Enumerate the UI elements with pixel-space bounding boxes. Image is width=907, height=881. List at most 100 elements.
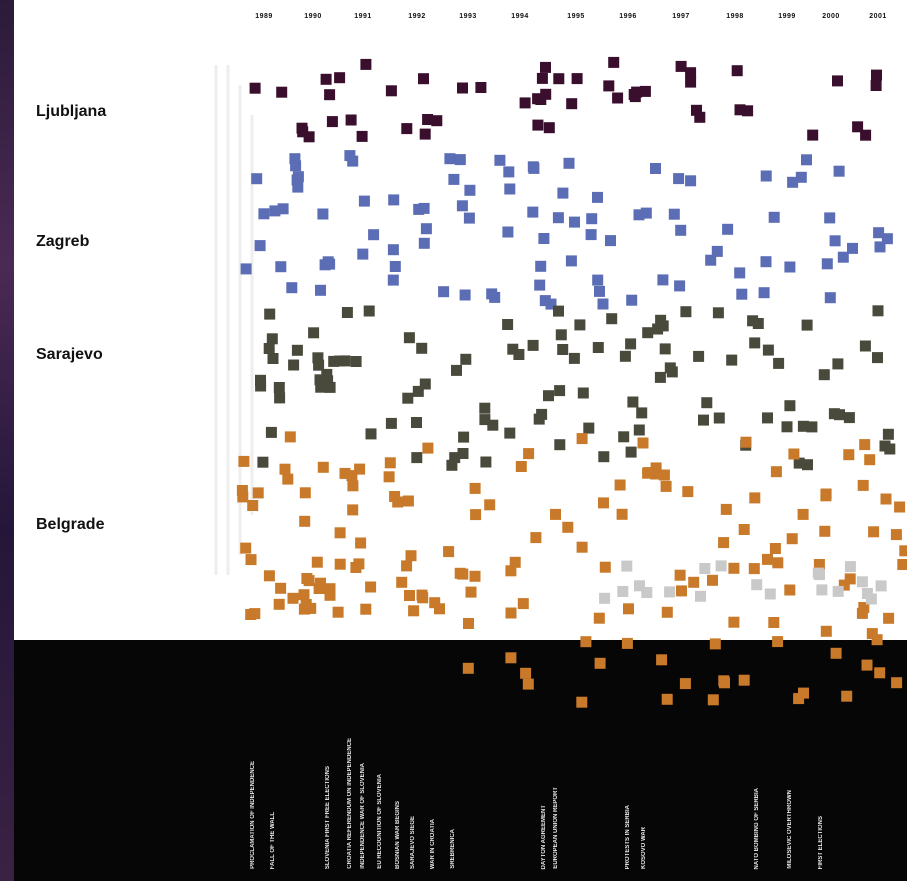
data-square-belgrade xyxy=(658,469,670,481)
data-square-belgrade xyxy=(443,546,455,558)
data-square-ljubljana xyxy=(418,73,429,85)
data-square-sarajevo xyxy=(625,338,637,350)
data-square-zagreb xyxy=(463,212,475,224)
data-square-belgrade xyxy=(728,562,740,574)
year-tick-label: 1991 xyxy=(354,13,372,20)
data-square-zagreb xyxy=(565,255,577,267)
data-square-belgrade xyxy=(637,437,649,449)
data-square-ljubljana xyxy=(734,104,746,116)
year-tick-label: 1996 xyxy=(619,13,637,20)
data-square-sarajevo xyxy=(884,443,896,455)
year-tick-label: 1992 xyxy=(408,13,426,20)
data-square-zagreb xyxy=(358,195,370,207)
data-square-belgrade xyxy=(402,495,414,507)
data-square-zagreb xyxy=(760,170,772,182)
data-square-sarajevo xyxy=(527,339,539,351)
data-square-zagreb xyxy=(277,203,289,215)
data-square-zagreb xyxy=(594,285,605,297)
data-square-zagreb xyxy=(322,256,334,268)
data-square-other xyxy=(861,588,873,599)
data-square-belgrade xyxy=(347,480,359,492)
data-square-other xyxy=(641,587,653,598)
data-square-belgrade xyxy=(838,579,850,591)
year-tick-label: 1989 xyxy=(255,13,273,20)
data-square-belgrade xyxy=(275,582,287,594)
data-square-zagreb xyxy=(801,154,812,166)
data-square-sarajevo xyxy=(654,371,666,383)
data-square-sarajevo xyxy=(606,313,618,325)
data-square-other xyxy=(617,586,629,597)
data-square-ljubljana xyxy=(694,111,706,123)
data-square-sarajevo xyxy=(363,305,375,317)
year-tick-label: 1994 xyxy=(511,13,529,20)
data-square-sarajevo xyxy=(625,446,637,458)
data-square-ljubljana xyxy=(685,67,697,79)
data-square-belgrade xyxy=(360,603,372,615)
data-square-belgrade xyxy=(346,470,358,482)
data-square-zagreb xyxy=(668,208,680,220)
data-square-zagreb xyxy=(448,173,460,185)
data-square-zagreb xyxy=(418,202,430,214)
data-square-sarajevo xyxy=(313,359,325,371)
data-square-sarajevo xyxy=(513,349,525,360)
data-square-ljubljana xyxy=(742,105,754,117)
data-square-ljubljana xyxy=(691,104,702,116)
data-square-sarajevo xyxy=(843,412,855,424)
data-square-belgrade xyxy=(299,515,311,527)
data-square-sarajevo xyxy=(832,358,844,370)
data-square-ljubljana xyxy=(334,72,346,84)
data-square-belgrade xyxy=(897,559,907,570)
events-panel xyxy=(14,640,907,881)
data-square-zagreb xyxy=(504,183,516,195)
data-square-zagreb xyxy=(387,274,399,286)
data-square-zagreb xyxy=(486,288,498,300)
data-square-sarajevo xyxy=(652,323,664,335)
data-square-ljubljana xyxy=(475,82,487,93)
data-square-sarajevo xyxy=(255,374,266,386)
data-square-sarajevo xyxy=(291,344,303,356)
data-square-sarajevo xyxy=(480,456,492,468)
data-square-sarajevo xyxy=(267,353,279,364)
data-square-other xyxy=(764,588,776,600)
data-square-sarajevo xyxy=(479,414,491,426)
data-square-sarajevo xyxy=(264,308,276,320)
data-square-sarajevo xyxy=(324,381,336,393)
data-square-ljubljana xyxy=(385,85,397,97)
data-square-zagreb xyxy=(569,216,580,228)
data-square-sarajevo xyxy=(479,402,491,414)
data-square-ljubljana xyxy=(731,65,743,77)
data-square-zagreb xyxy=(258,208,270,220)
data-square-sarajevo xyxy=(747,315,759,327)
data-square-zagreb xyxy=(768,211,780,223)
data-square-zagreb xyxy=(675,224,687,236)
data-square-belgrade xyxy=(324,583,336,595)
data-square-zagreb xyxy=(315,284,326,296)
data-square-belgrade xyxy=(859,439,871,451)
data-square-sarajevo xyxy=(693,350,705,362)
data-square-sarajevo xyxy=(713,412,725,424)
data-square-belgrade xyxy=(509,556,521,568)
data-square-belgrade xyxy=(303,575,315,587)
data-square-ljubljana xyxy=(832,75,843,87)
data-square-sarajevo xyxy=(554,385,566,397)
data-square-belgrade xyxy=(263,570,275,582)
data-square-belgrade xyxy=(676,585,687,597)
data-square-sarajevo xyxy=(288,359,300,371)
data-square-belgrade xyxy=(891,677,903,689)
data-square-ljubljana xyxy=(612,92,624,104)
event-label: SREBRENICA xyxy=(450,829,456,869)
data-square-ljubljana xyxy=(685,76,697,88)
data-square-belgrade xyxy=(772,557,784,569)
data-square-zagreb xyxy=(585,229,597,241)
data-square-belgrade xyxy=(720,503,732,515)
data-square-sarajevo xyxy=(762,412,773,424)
data-square-belgrade xyxy=(830,647,842,659)
data-square-sarajevo xyxy=(784,400,796,412)
data-square-zagreb xyxy=(368,229,380,241)
data-square-sarajevo xyxy=(752,318,764,329)
data-square-sarajevo xyxy=(449,452,461,464)
data-square-belgrade xyxy=(682,486,694,498)
data-square-belgrade xyxy=(287,592,299,604)
data-square-zagreb xyxy=(539,295,551,307)
